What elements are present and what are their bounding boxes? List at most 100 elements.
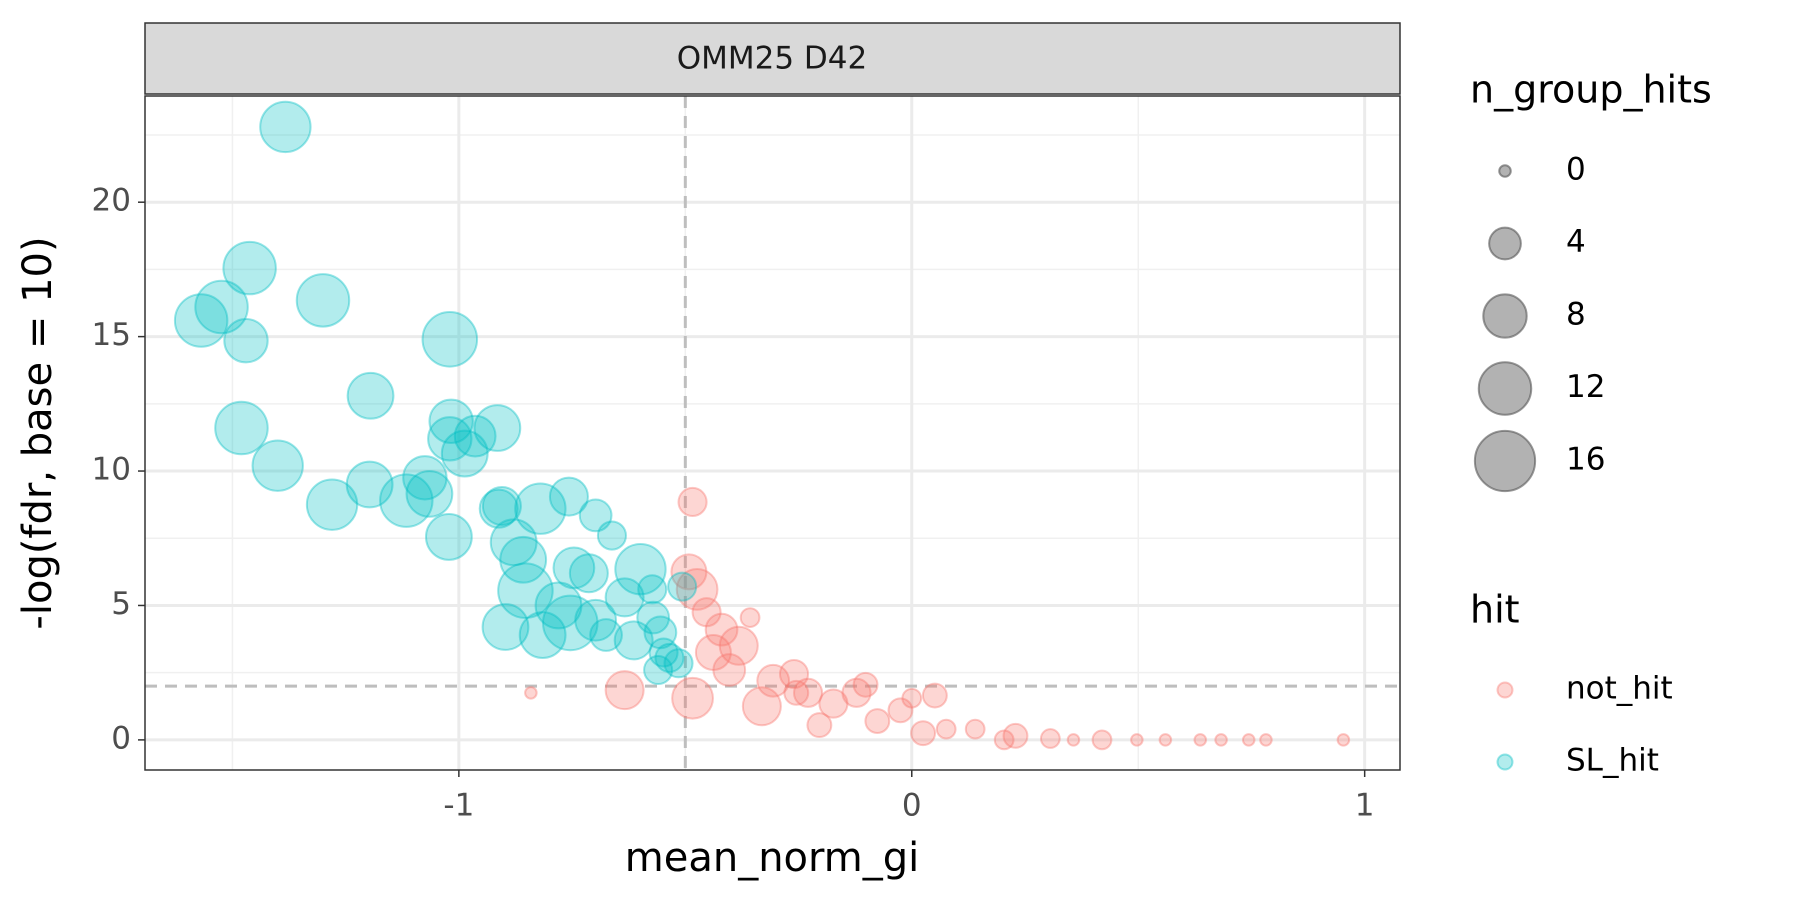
point (489, 518, 538, 567)
point (901, 687, 923, 709)
point (1066, 733, 1081, 747)
point (741, 686, 782, 727)
point (637, 574, 668, 605)
point (542, 594, 599, 652)
point (643, 615, 678, 650)
y-tick-label: 10 (92, 452, 131, 488)
point (548, 476, 589, 517)
point (677, 486, 708, 517)
point (402, 455, 448, 501)
facet-title: OMM25 D42 (677, 41, 868, 77)
point (534, 581, 583, 630)
panel-border (144, 95, 1401, 771)
legend-label: 12 (1566, 369, 1605, 405)
point (405, 469, 454, 518)
point (739, 607, 761, 628)
point (499, 535, 548, 584)
point (1091, 729, 1113, 751)
legend-title: n_group_hits (1470, 68, 1712, 112)
point (259, 100, 312, 154)
point (887, 697, 914, 724)
point (993, 729, 1015, 751)
point (636, 600, 671, 635)
point (1336, 733, 1351, 747)
point (345, 460, 394, 509)
legend-label: 8 (1566, 297, 1586, 333)
point (654, 642, 685, 673)
point (694, 634, 732, 672)
point (421, 311, 479, 368)
point (1002, 722, 1029, 749)
point (1241, 733, 1256, 747)
point (712, 653, 747, 687)
legend-key (1496, 681, 1514, 699)
point (1158, 733, 1173, 747)
point (648, 637, 679, 668)
x-tick-label: -1 (443, 788, 474, 824)
point (613, 620, 654, 661)
point (518, 611, 567, 659)
point (818, 688, 849, 719)
legend-label: SL_hit (1566, 743, 1659, 779)
legend-label: not_hit (1566, 671, 1673, 707)
legend-label: 0 (1566, 152, 1586, 188)
point (379, 473, 434, 528)
point (667, 571, 698, 602)
point (524, 686, 538, 700)
point (1214, 733, 1228, 747)
point (643, 654, 674, 686)
y-tick-label: 15 (92, 317, 131, 353)
point (671, 676, 714, 720)
y-tick-label: 0 (111, 720, 131, 756)
legend-title: hit (1470, 588, 1520, 632)
point (921, 682, 948, 709)
point (473, 404, 522, 452)
point (481, 485, 522, 526)
point (793, 677, 824, 708)
facet-strip (144, 22, 1401, 95)
point (194, 279, 249, 335)
plot-background (145, 96, 1400, 770)
point (1193, 733, 1208, 747)
legend-size-key (1498, 164, 1512, 178)
point (964, 718, 986, 740)
y-tick-label: 5 (111, 586, 131, 622)
point (251, 439, 304, 492)
point (514, 482, 567, 535)
point (783, 679, 810, 706)
point (718, 625, 759, 666)
point (852, 671, 879, 698)
point (552, 546, 596, 590)
point (935, 718, 957, 740)
point (670, 553, 708, 591)
point (778, 658, 810, 690)
point (346, 371, 395, 420)
legend-label: 16 (1566, 442, 1605, 478)
point (663, 648, 694, 679)
point (596, 520, 627, 551)
point (691, 597, 722, 628)
point (841, 677, 872, 708)
point (675, 567, 719, 611)
x-tick-label: 0 (902, 788, 922, 824)
point (427, 416, 473, 462)
legend-size-key (1473, 429, 1537, 493)
legend-size-key (1477, 361, 1533, 416)
point (589, 618, 623, 652)
point (1039, 728, 1061, 749)
point (497, 562, 554, 619)
point (173, 293, 229, 348)
point (214, 400, 269, 456)
point (295, 273, 351, 328)
point (578, 498, 613, 533)
point (604, 577, 645, 618)
point (574, 598, 618, 642)
point (453, 414, 497, 458)
point (478, 488, 519, 529)
x-axis-label: mean_norm_gi (625, 835, 919, 881)
point (806, 712, 833, 739)
point (222, 240, 277, 296)
legend-size-key (1482, 293, 1528, 339)
legend-size-key (1488, 226, 1522, 261)
